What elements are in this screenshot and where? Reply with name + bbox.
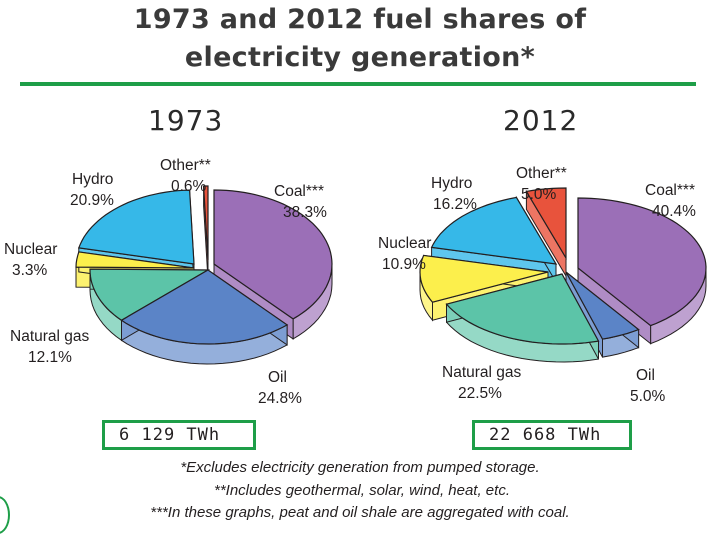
pie-1973-label-nuclear: Nuclear (4, 241, 57, 258)
footnote-2: **Includes geothermal, solar, wind, heat… (213, 482, 510, 499)
pie-1973-total: 6 129 TWh (102, 420, 256, 450)
footnote-3: ***In these graphs, peat and oil shale a… (150, 504, 570, 521)
pie-2012-value-nuclear: 10.9% (382, 256, 426, 273)
pie-2012-slice-other (525, 187, 567, 278)
pie-1973-value-coal: 38.3% (283, 204, 327, 221)
pie-2012-label-other: Other** (516, 165, 567, 182)
pie-2012-value-natural-gas: 22.5% (458, 385, 502, 402)
pie-1973-value-hydro: 20.9% (70, 192, 114, 209)
pie-1973-slice-oil (120, 269, 289, 365)
footnote-1: *Excludes electricity generation from pu… (180, 459, 540, 476)
pie-2012-value-hydro: 16.2% (433, 196, 477, 213)
pie-1973-label-hydro: Hydro (72, 171, 113, 188)
pie-2012-label-coal: Coal*** (645, 182, 695, 199)
pie-1973-label-oil: Oil (268, 369, 287, 386)
pie-1973 (75, 185, 333, 365)
pie-1973-value-other: 0.6% (171, 178, 207, 195)
pie-2012 (419, 187, 707, 363)
pie-2012-value-other: 5.0% (521, 186, 557, 203)
pie-2012-total: 22 668 TWh (472, 420, 632, 450)
pie-1973-value-natural-gas: 12.1% (28, 349, 72, 366)
pie-2012-label-natural-gas: Natural gas (442, 364, 522, 381)
pie-1973-label-other: Other** (160, 157, 211, 174)
pie-1973-value-oil: 24.8% (258, 390, 302, 407)
chart-title-line2: electricity generation* (184, 42, 536, 73)
pie-2012-title: 2012 (503, 104, 579, 137)
pie-2012-value-coal: 40.4% (652, 203, 696, 220)
pie-1973-title: 1973 (148, 104, 224, 137)
pie-2012-label-hydro: Hydro (431, 175, 472, 192)
pie-1973-label-coal: Coal*** (274, 183, 324, 200)
pie-1973-slice-other (202, 185, 209, 281)
chart-title-line1: 1973 and 2012 fuel shares of (133, 4, 587, 35)
pie-1973-label-natural-gas: Natural gas (10, 328, 90, 345)
pie-2012-slice-natural-gas (445, 273, 600, 363)
pie-2012-label-oil: Oil (636, 367, 655, 384)
pie-2012-value-oil: 5.0% (630, 388, 666, 405)
pie-1973-value-nuclear: 3.3% (12, 262, 48, 279)
title-divider (20, 82, 696, 86)
pie-2012-label-nuclear: Nuclear (378, 235, 431, 252)
